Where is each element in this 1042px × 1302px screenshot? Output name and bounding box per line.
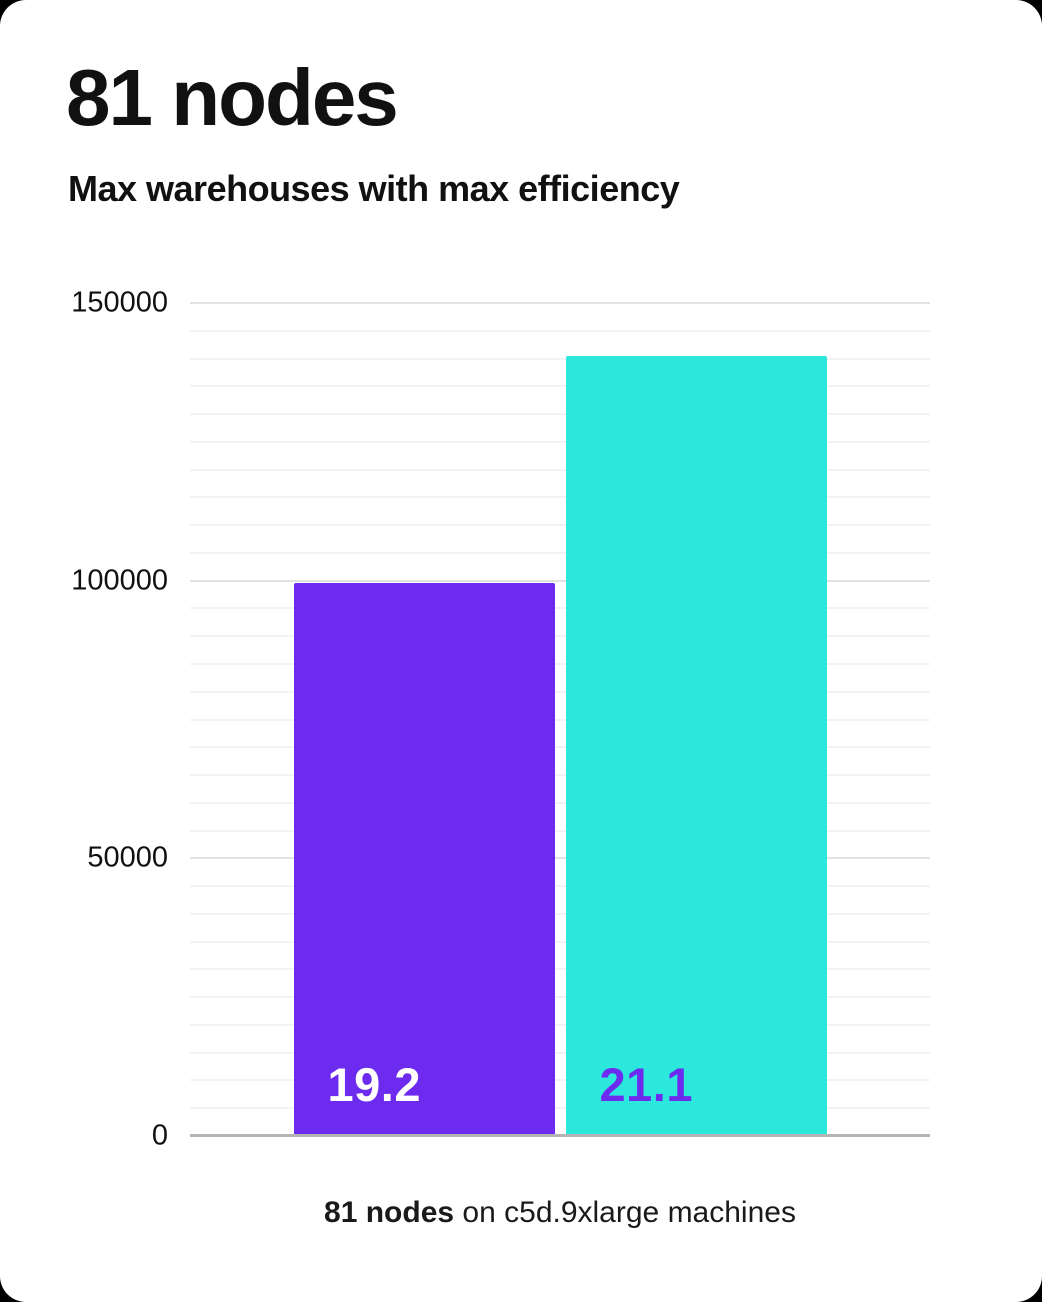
gridline <box>190 996 930 999</box>
gridline <box>190 857 930 860</box>
gridline <box>190 1107 930 1110</box>
gridline <box>190 940 930 943</box>
gridline <box>190 635 930 638</box>
plot-area: 19.2 21.1 <box>190 302 930 1137</box>
gridline <box>190 1023 930 1026</box>
y-axis-tick-label: 0 <box>151 1119 168 1152</box>
bar-chart: 0 50000 100000 150000 19.2 21.1 <box>0 288 1042 1150</box>
page-title: 81 nodes <box>66 53 399 142</box>
y-axis: 0 50000 100000 150000 <box>0 288 168 1150</box>
gridline <box>190 468 930 471</box>
gridline <box>190 357 930 360</box>
caption-bold-text: 81 nodes <box>324 1196 455 1229</box>
page-subtitle: Max warehouses with max efficiency <box>68 168 680 209</box>
bar-1: 21.1 <box>565 355 827 1136</box>
gridline <box>190 829 930 832</box>
gridline <box>190 413 930 416</box>
caption-regular-text: on c5d.9xlarge machines <box>454 1196 796 1229</box>
gridline <box>190 524 930 527</box>
gridline <box>190 607 930 610</box>
gridline <box>190 1051 930 1054</box>
gridline <box>190 329 930 332</box>
gridline <box>190 440 930 443</box>
x-axis-line <box>190 1134 930 1137</box>
gridline <box>190 774 930 777</box>
bar-value-label: 19.2 <box>327 1058 421 1111</box>
y-axis-tick-label: 150000 <box>71 286 168 319</box>
gridline <box>190 496 930 499</box>
gridline <box>190 968 930 971</box>
gridline <box>190 885 930 888</box>
y-axis-tick-label: 50000 <box>87 841 168 874</box>
gridlines <box>190 302 930 1136</box>
gridline <box>190 746 930 749</box>
gridline <box>190 1079 930 1082</box>
bar-value-label: 21.1 <box>599 1058 693 1111</box>
bars-group: 19.2 21.1 <box>190 303 930 1136</box>
gridline <box>190 718 930 721</box>
gridline <box>190 690 930 693</box>
gridline <box>190 302 930 304</box>
gridline <box>190 551 930 554</box>
chart-caption: 81 nodes on c5d.9xlarge machines <box>190 1196 930 1230</box>
gridline <box>190 662 930 665</box>
gridline <box>190 579 930 582</box>
gridline <box>190 385 930 388</box>
bar-0: 19.2 <box>293 583 555 1136</box>
gridline <box>190 801 930 804</box>
y-axis-tick-label: 100000 <box>71 564 168 597</box>
gridline <box>190 912 930 915</box>
